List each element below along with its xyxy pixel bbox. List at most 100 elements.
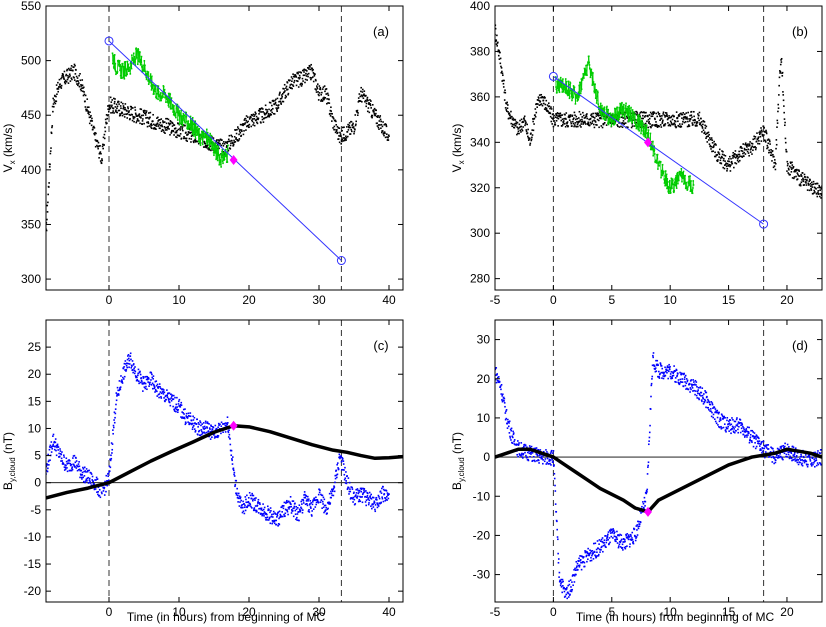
data-point	[253, 118, 256, 120]
data-point	[54, 438, 57, 440]
data-point	[533, 123, 535, 125]
data-point	[217, 144, 219, 146]
data-point	[772, 153, 774, 156]
data-point	[230, 134, 233, 137]
data-point	[50, 131, 53, 134]
data-point	[295, 76, 298, 78]
data-point	[117, 394, 119, 396]
data-point	[342, 463, 345, 465]
data-point	[307, 72, 310, 75]
data-point	[136, 120, 138, 122]
data-point	[318, 94, 320, 97]
data-point	[109, 107, 112, 110]
data-point	[286, 510, 289, 513]
data-point	[722, 166, 725, 169]
data-point	[131, 119, 134, 122]
data-point	[504, 89, 506, 92]
data-point	[654, 125, 657, 127]
data-point	[292, 85, 295, 87]
data-point	[347, 486, 350, 489]
data-point	[272, 112, 275, 115]
data-point	[51, 125, 54, 127]
data-point	[560, 119, 563, 122]
data-point	[174, 407, 177, 410]
data-point	[242, 123, 245, 125]
data-point	[347, 477, 350, 479]
data-point	[135, 113, 137, 116]
data-point	[134, 112, 137, 115]
data-point	[181, 126, 184, 128]
data-point	[818, 184, 820, 187]
data-point	[56, 93, 58, 96]
data-point	[295, 518, 297, 521]
data-point	[322, 496, 325, 499]
data-point	[124, 108, 127, 111]
data-point	[144, 110, 146, 112]
data-point	[538, 99, 540, 102]
data-point	[324, 510, 326, 513]
data-point	[150, 85, 153, 87]
data-point	[270, 113, 273, 116]
data-point	[569, 115, 572, 118]
data-point	[354, 114, 357, 116]
data-point	[559, 76, 562, 79]
data-point	[520, 118, 523, 121]
data-point	[671, 118, 674, 121]
data-point	[265, 518, 267, 521]
data-point	[126, 113, 129, 115]
data-point	[117, 101, 119, 104]
data-point	[60, 453, 63, 456]
data-point	[121, 382, 124, 384]
data-point	[238, 497, 240, 499]
data-point	[63, 469, 66, 471]
data-point	[292, 515, 295, 518]
data-point	[565, 118, 567, 120]
data-point	[157, 387, 159, 389]
data-point	[506, 107, 509, 110]
data-point	[136, 115, 139, 117]
data-point	[119, 105, 122, 107]
data-point	[119, 388, 122, 391]
data-point	[91, 120, 94, 122]
data-point	[291, 80, 293, 83]
data-point	[369, 104, 372, 107]
data-point	[232, 456, 234, 458]
data-point	[258, 109, 261, 112]
data-point	[559, 114, 561, 117]
data-point	[293, 81, 295, 84]
data-point	[592, 123, 595, 126]
data-point	[568, 119, 571, 121]
data-point	[157, 125, 160, 127]
data-point	[383, 493, 386, 495]
data-point	[350, 486, 353, 488]
data-point	[234, 141, 237, 143]
data-point	[298, 504, 301, 506]
data-point	[295, 505, 298, 508]
data-point	[318, 85, 321, 87]
data-point	[819, 189, 821, 192]
data-point	[692, 184, 695, 186]
data-point	[239, 501, 241, 503]
data-point	[366, 98, 368, 101]
data-point	[321, 494, 324, 497]
data-point	[233, 471, 236, 474]
data-point	[206, 426, 208, 428]
data-point	[260, 508, 263, 511]
data-point	[291, 77, 294, 80]
data-point	[264, 511, 266, 514]
data-point	[234, 129, 237, 131]
fit-end-marker	[759, 219, 769, 229]
data-point	[646, 120, 648, 123]
data-point	[659, 124, 662, 126]
data-point	[181, 123, 183, 126]
data-point	[274, 99, 276, 102]
data-point	[726, 162, 729, 165]
data-point	[707, 135, 710, 138]
data-point	[353, 130, 356, 133]
data-point	[261, 116, 263, 118]
data-point	[312, 80, 315, 83]
data-point	[107, 108, 109, 111]
data-point	[73, 76, 75, 79]
data-point	[343, 126, 345, 129]
data-point	[591, 72, 593, 74]
